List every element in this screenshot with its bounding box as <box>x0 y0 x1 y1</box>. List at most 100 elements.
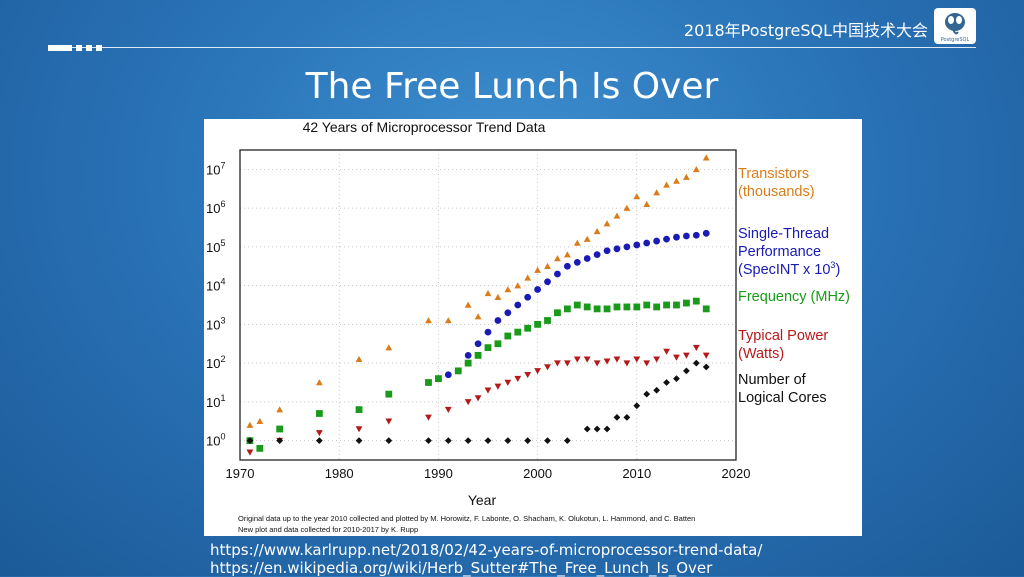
data-point-power <box>633 356 641 363</box>
x-tick-label: 1980 <box>325 466 354 481</box>
data-point-frequency <box>653 303 661 311</box>
data-point-single-thread <box>514 301 522 309</box>
data-point-transistors <box>514 282 522 289</box>
data-point-power <box>385 418 393 425</box>
data-point-frequency <box>593 305 601 313</box>
data-point-frequency <box>514 328 522 336</box>
data-point-transistors <box>484 289 492 297</box>
chart-panel: 42 Years of Microprocessor Trend Data 19… <box>204 119 862 536</box>
data-point-frequency <box>494 340 502 348</box>
data-point-frequency <box>573 301 581 309</box>
data-point-frequency <box>673 301 680 309</box>
postgresql-logo: PostgreSQL <box>934 8 976 44</box>
data-point-frequency <box>623 303 631 311</box>
y-tick-label: 100 <box>206 432 225 449</box>
slide-header: 2018年PostgreSQL中国技术大会 PostgreSQL <box>0 0 1024 56</box>
legend-label: Number of <box>738 372 807 388</box>
data-point-transistors <box>444 317 452 324</box>
y-tick-base: 10 <box>206 434 220 449</box>
elephant-icon: PostgreSQL <box>941 13 969 43</box>
data-point-cores <box>315 437 323 445</box>
y-tick-exponent: 3 <box>220 315 225 325</box>
y-tick-exponent: 7 <box>220 160 225 170</box>
y-tick-base: 10 <box>206 279 220 294</box>
data-point-single-thread <box>603 247 611 255</box>
data-point-single-thread <box>474 340 482 348</box>
data-point-frequency <box>702 305 710 313</box>
y-tick-base: 10 <box>206 395 220 410</box>
x-axis-label: Year <box>468 492 497 508</box>
rule-decoration <box>48 45 102 51</box>
data-point-transistors <box>683 173 690 180</box>
data-point-frequency <box>534 320 541 328</box>
data-point-cores <box>643 390 651 398</box>
reference-link-1[interactable]: https://www.karlrupp.net/2018/02/42-year… <box>210 541 763 559</box>
data-point-single-thread <box>653 237 661 245</box>
data-point-transistors <box>673 177 680 184</box>
data-point-transistors <box>276 406 284 413</box>
data-point-transistors <box>494 293 502 300</box>
data-point-transistors <box>603 220 611 227</box>
data-point-power <box>524 372 532 379</box>
data-point-cores <box>276 437 284 445</box>
y-tick-label: 103 <box>206 315 225 332</box>
data-point-single-thread <box>692 231 700 239</box>
data-point-power <box>484 387 492 394</box>
data-point-transistors <box>593 227 601 235</box>
y-tick-base: 10 <box>206 240 220 255</box>
data-point-cores <box>425 437 432 445</box>
data-point-power <box>504 379 512 386</box>
data-point-transistors <box>643 200 651 207</box>
data-point-transistors <box>583 235 591 242</box>
data-point-single-thread <box>464 351 472 359</box>
slide-title: The Free Lunch Is Over <box>305 66 719 107</box>
data-point-frequency <box>385 390 393 398</box>
data-point-power <box>315 430 323 437</box>
data-point-frequency <box>692 297 700 305</box>
legend: Transistors (thousands) Single-Thread Perfo… <box>738 166 850 406</box>
data-point-single-thread <box>544 278 551 286</box>
data-point-frequency <box>355 406 363 414</box>
data-point-single-thread <box>563 262 571 270</box>
data-point-transistors <box>524 274 532 281</box>
data-point-power <box>643 360 651 367</box>
data-point-frequency <box>544 317 551 324</box>
data-point-cores <box>504 437 512 445</box>
data-point-frequency <box>464 359 472 367</box>
data-point-transistors <box>633 193 641 200</box>
legend-label: (SpecINT x 103) <box>738 260 840 278</box>
data-point-single-thread <box>534 286 541 293</box>
data-point-power <box>544 364 551 371</box>
data-point-single-thread <box>444 371 452 379</box>
data-point-power <box>494 383 502 390</box>
data-point-frequency <box>454 367 462 375</box>
data-point-frequency <box>425 379 432 386</box>
data-point-transistors <box>315 379 323 386</box>
data-point-single-thread <box>504 309 512 317</box>
data-point-power <box>563 360 571 367</box>
data-point-frequency <box>315 410 323 417</box>
legend-label: Typical Power <box>738 328 828 344</box>
reference-link-2[interactable]: https://en.wikipedia.org/wiki/Herb_Sutte… <box>210 559 713 577</box>
data-point-transistors <box>464 301 472 308</box>
data-point-transistors <box>554 255 561 262</box>
y-tick-exponent: 1 <box>220 393 225 403</box>
data-point-power <box>653 356 661 363</box>
data-point-transistors <box>692 165 700 173</box>
data-point-single-thread <box>643 239 651 247</box>
data-point-power <box>583 356 591 363</box>
data-point-transistors <box>385 344 393 351</box>
x-tick-label: 2010 <box>622 466 651 481</box>
data-point-power <box>593 360 601 367</box>
data-point-single-thread <box>524 293 532 301</box>
data-point-cores <box>524 437 532 445</box>
y-tick-label: 106 <box>206 199 225 216</box>
x-tick-label: 2020 <box>722 466 751 481</box>
data-point-transistors <box>623 204 631 211</box>
data-point-cores <box>623 413 631 421</box>
data-point-power <box>425 414 432 421</box>
data-point-power <box>474 395 482 402</box>
data-point-power <box>623 360 631 367</box>
legend-unit: (SpecINT x 10 <box>738 262 830 278</box>
data-point-power <box>246 449 254 456</box>
